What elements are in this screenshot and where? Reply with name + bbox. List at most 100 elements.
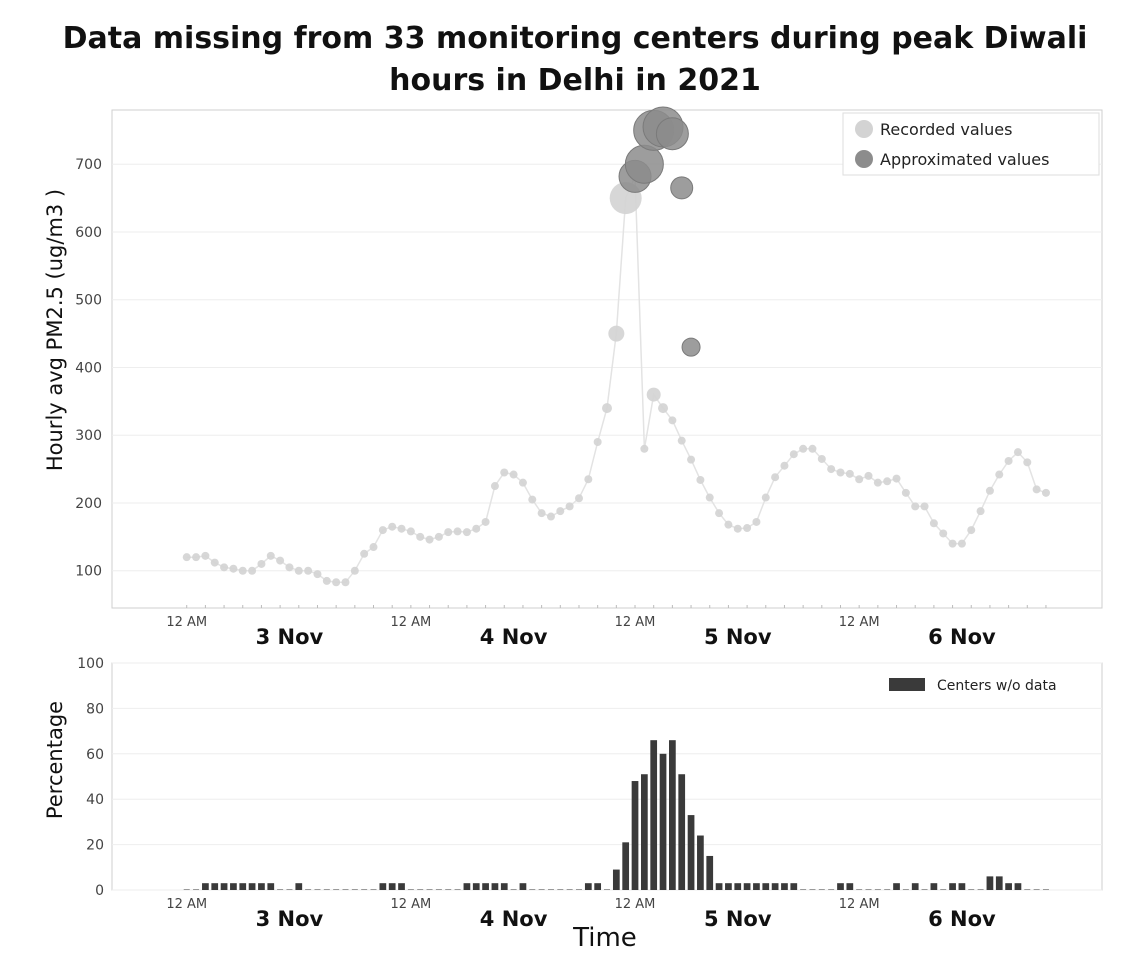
missing-bar[interactable] bbox=[893, 883, 900, 890]
recorded-point[interactable] bbox=[294, 566, 303, 575]
recorded-point[interactable] bbox=[855, 475, 864, 484]
recorded-point[interactable] bbox=[584, 475, 593, 484]
missing-bar[interactable] bbox=[958, 883, 966, 890]
missing-bar[interactable] bbox=[500, 883, 508, 890]
missing-bar[interactable] bbox=[640, 774, 648, 890]
recorded-point[interactable] bbox=[565, 502, 574, 511]
recorded-point[interactable] bbox=[845, 469, 854, 478]
recorded-point[interactable] bbox=[761, 493, 770, 502]
missing-bar[interactable] bbox=[248, 883, 256, 890]
recorded-point[interactable] bbox=[509, 470, 518, 479]
recorded-point[interactable] bbox=[836, 468, 845, 477]
recorded-point[interactable] bbox=[658, 403, 669, 414]
approximated-point[interactable] bbox=[670, 176, 694, 200]
missing-bar[interactable] bbox=[995, 876, 1003, 890]
recorded-point[interactable] bbox=[939, 529, 948, 538]
recorded-point[interactable] bbox=[677, 436, 686, 445]
recorded-point[interactable] bbox=[490, 482, 499, 491]
recorded-point[interactable] bbox=[593, 438, 602, 446]
recorded-point[interactable] bbox=[378, 526, 387, 535]
recorded-point[interactable] bbox=[817, 454, 826, 463]
missing-bar[interactable] bbox=[230, 883, 237, 890]
approximated-point[interactable] bbox=[624, 144, 664, 184]
missing-bar[interactable] bbox=[771, 883, 779, 890]
recorded-point[interactable] bbox=[864, 471, 873, 480]
recorded-point[interactable] bbox=[1013, 448, 1022, 457]
missing-bar[interactable] bbox=[398, 883, 405, 890]
recorded-point[interactable] bbox=[500, 468, 509, 477]
missing-bar[interactable] bbox=[753, 883, 760, 890]
missing-bar[interactable] bbox=[594, 883, 602, 890]
missing-bar[interactable] bbox=[781, 883, 788, 890]
recorded-point[interactable] bbox=[929, 519, 938, 528]
recorded-point[interactable] bbox=[957, 539, 966, 548]
missing-bar[interactable] bbox=[650, 740, 658, 890]
missing-bar[interactable] bbox=[930, 883, 938, 890]
recorded-point[interactable] bbox=[416, 532, 425, 541]
missing-bar[interactable] bbox=[584, 883, 592, 890]
missing-bar[interactable] bbox=[202, 883, 209, 890]
recorded-point[interactable] bbox=[238, 566, 247, 575]
recorded-point[interactable] bbox=[192, 553, 201, 562]
missing-bar[interactable] bbox=[1005, 883, 1012, 890]
missing-bar[interactable] bbox=[669, 740, 676, 890]
recorded-point[interactable] bbox=[873, 478, 882, 487]
missing-bar[interactable] bbox=[220, 883, 228, 890]
recorded-point[interactable] bbox=[602, 403, 612, 414]
missing-bar[interactable] bbox=[986, 876, 994, 890]
recorded-point[interactable] bbox=[546, 512, 555, 521]
recorded-point[interactable] bbox=[341, 578, 350, 587]
missing-legend[interactable]: Centers w/o data bbox=[889, 678, 1057, 694]
recorded-point[interactable] bbox=[911, 502, 920, 511]
recorded-point[interactable] bbox=[518, 478, 527, 487]
recorded-point[interactable] bbox=[1041, 488, 1050, 497]
recorded-point[interactable] bbox=[724, 520, 733, 529]
recorded-point[interactable] bbox=[220, 563, 229, 572]
missing-bar[interactable] bbox=[388, 883, 396, 890]
recorded-point[interactable] bbox=[789, 450, 798, 459]
recorded-point[interactable] bbox=[210, 558, 219, 567]
missing-bar[interactable] bbox=[678, 774, 686, 890]
missing-bar[interactable] bbox=[687, 815, 695, 890]
recorded-point[interactable] bbox=[808, 444, 817, 453]
recorded-point[interactable] bbox=[1004, 456, 1013, 465]
recorded-point[interactable] bbox=[397, 524, 406, 533]
missing-bar[interactable] bbox=[631, 781, 639, 890]
recorded-point[interactable] bbox=[967, 526, 976, 535]
recorded-point[interactable] bbox=[201, 551, 210, 560]
recorded-point[interactable] bbox=[406, 527, 415, 536]
recorded-point[interactable] bbox=[948, 539, 957, 548]
missing-bar[interactable] bbox=[949, 883, 956, 890]
recorded-point[interactable] bbox=[444, 528, 453, 537]
missing-bar[interactable] bbox=[491, 883, 499, 890]
recorded-point[interactable] bbox=[257, 559, 266, 568]
missing-bar[interactable] bbox=[846, 883, 854, 890]
missing-bar[interactable] bbox=[659, 753, 667, 890]
missing-bar[interactable] bbox=[519, 883, 527, 890]
missing-bar[interactable] bbox=[697, 835, 704, 890]
pm25-legend[interactable]: Recorded values Approximated values bbox=[842, 112, 1100, 176]
approximated-point[interactable] bbox=[681, 337, 701, 357]
missing-bar[interactable] bbox=[239, 883, 247, 890]
recorded-point[interactable] bbox=[985, 486, 994, 495]
recorded-point[interactable] bbox=[537, 509, 546, 518]
recorded-point[interactable] bbox=[574, 494, 583, 503]
missing-bar[interactable] bbox=[706, 855, 714, 890]
recorded-point[interactable] bbox=[892, 474, 901, 483]
recorded-point[interactable] bbox=[434, 532, 443, 541]
recorded-point[interactable] bbox=[640, 444, 649, 453]
recorded-point[interactable] bbox=[322, 576, 331, 585]
recorded-point[interactable] bbox=[229, 564, 238, 573]
recorded-point[interactable] bbox=[646, 387, 661, 402]
recorded-point[interactable] bbox=[425, 535, 434, 544]
recorded-point[interactable] bbox=[388, 522, 397, 531]
missing-bar[interactable] bbox=[267, 883, 275, 890]
recorded-point[interactable] bbox=[481, 517, 490, 526]
recorded-point[interactable] bbox=[304, 566, 313, 575]
recorded-point[interactable] bbox=[1032, 485, 1041, 494]
recorded-point[interactable] bbox=[313, 570, 322, 579]
recorded-point[interactable] bbox=[332, 578, 341, 587]
recorded-point[interactable] bbox=[285, 563, 294, 572]
missing-bar[interactable] bbox=[379, 883, 387, 890]
recorded-point[interactable] bbox=[705, 493, 714, 502]
